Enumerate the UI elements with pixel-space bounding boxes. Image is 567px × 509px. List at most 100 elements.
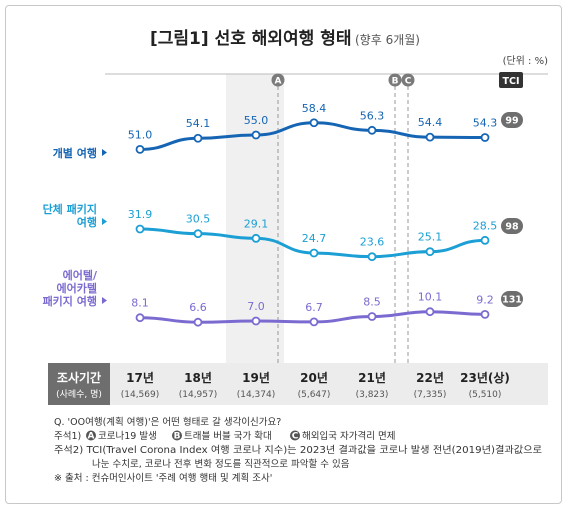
note-question: Q. 'OO여행(계획 여행)'은 어떤 형태로 갈 생각이신가요? xyxy=(54,416,281,428)
note-1-b: 트래블 버블 국가 확대 xyxy=(184,430,272,442)
data-point xyxy=(193,229,203,239)
note-1-prefix: 주석1) xyxy=(54,431,81,442)
tci-header: TCI xyxy=(499,72,523,88)
annotation-c: C xyxy=(401,73,415,363)
note-source: ※ 출처 : 컨슈머인사이트 '주례 여행 행태 및 계획 조사' xyxy=(54,472,272,484)
sample-size-label: (5,647) xyxy=(298,390,331,400)
note-c-badge xyxy=(290,430,300,441)
data-point xyxy=(480,133,490,142)
tci-value: 99 xyxy=(505,116,518,127)
data-point xyxy=(193,133,203,143)
series-name-label: 에어텔/에어카텔 패키지 여행 xyxy=(43,268,98,308)
axis-band xyxy=(48,363,548,405)
data-point xyxy=(309,118,319,128)
series-2: 31.9 30.5 29.1 24.7 23.6 25.1 28.5 단체 패키지 여행 98 xyxy=(43,202,523,262)
data-point xyxy=(367,252,377,262)
data-label: 6.7 xyxy=(305,301,323,314)
data-point xyxy=(480,309,490,319)
data-label: 51.0 xyxy=(128,128,153,141)
note-1-c: 해외입국 자가격리 면제 xyxy=(302,430,395,442)
data-label: 29.1 xyxy=(244,217,269,230)
tci-badge: 99 xyxy=(501,112,523,128)
data-point xyxy=(367,312,377,321)
x-tick-label: 19년 xyxy=(242,371,270,385)
notes: Q. 'OO여행(계획 여행)'은 어떤 형태로 갈 생각이신가요? 주석1) … xyxy=(54,416,542,484)
note-c-letter: C xyxy=(292,432,299,442)
note-a-badge xyxy=(86,430,96,441)
annotation-a: A xyxy=(271,73,285,363)
data-point xyxy=(251,130,261,140)
label-arrow xyxy=(102,149,107,156)
data-label: 9.2 xyxy=(476,293,494,306)
sample-size-label: (7,335) xyxy=(414,390,447,400)
annotation-letter: A xyxy=(275,77,282,87)
data-label: 6.6 xyxy=(189,301,207,314)
series-name-label: 개별 여행 xyxy=(53,146,97,160)
sample-size-label: (5,510) xyxy=(469,390,502,400)
data-label: 31.9 xyxy=(128,208,153,221)
series-3: 8.1 6.6 7.0 6.7 8.5 10.1 9.2 에어텔/에어카텔 패키지 여행 131 xyxy=(43,268,523,327)
highlight-column xyxy=(226,74,284,363)
unit-label: (단위 : %) xyxy=(503,54,549,67)
data-label: 10.1 xyxy=(418,291,443,304)
sample-size-label: (14,957) xyxy=(179,390,218,400)
x-tick-label: 21년 xyxy=(358,371,386,385)
data-point xyxy=(193,317,203,327)
data-label: 55.0 xyxy=(244,114,269,127)
survey-label-box xyxy=(48,363,110,405)
data-label: 28.5 xyxy=(473,219,498,232)
x-tick-label: 17년 xyxy=(126,371,154,385)
data-point xyxy=(135,224,145,234)
note-2-line2: 나눈 수치로, 코로나 전후 변화 정도를 직관적으로 파악할 수 있음 xyxy=(92,458,350,470)
x-tick-label: 22년 xyxy=(416,371,444,385)
note-2-line1: 주석2) TCI(Travel Corona Index 여행 코로나 지수)는… xyxy=(54,444,542,456)
tci-badge: 98 xyxy=(501,218,523,234)
label-arrow xyxy=(102,297,107,304)
chart-subtitle: (향후 6개월) xyxy=(355,33,420,47)
data-label: 58.4 xyxy=(302,102,327,115)
tci-value: 98 xyxy=(505,222,519,233)
data-point xyxy=(251,233,261,243)
series-1: 51.0 54.1 55.0 58.4 56.3 54.4 54.3 개별 여행 99 xyxy=(53,102,523,160)
data-label: 23.6 xyxy=(360,236,385,249)
x-tick-label: 20년 xyxy=(300,371,328,385)
x-tick-label: 18년 xyxy=(184,371,212,385)
x-tick-label: 23년(상) xyxy=(460,370,510,385)
tci-header-label: TCI xyxy=(503,76,520,87)
survey-sublabel: (사례수, 명) xyxy=(56,389,102,400)
data-label: 54.3 xyxy=(473,117,498,130)
note-b-letter: B xyxy=(174,432,181,442)
data-label: 8.1 xyxy=(131,297,149,310)
series-name-label: 단체 패키지 여행 xyxy=(43,202,97,229)
data-point xyxy=(480,235,490,245)
sample-size-label: (14,374) xyxy=(237,390,276,400)
label-arrow xyxy=(102,218,107,225)
annotation-letter: C xyxy=(405,77,412,87)
sample-size-label: (14,569) xyxy=(121,390,160,400)
data-label: 24.7 xyxy=(302,232,327,245)
data-label: 7.0 xyxy=(247,300,265,313)
survey-label: 조사기간 xyxy=(57,370,101,385)
data-label: 30.5 xyxy=(186,213,211,226)
data-point xyxy=(367,125,377,135)
data-label: 56.3 xyxy=(360,109,385,122)
data-label: 8.5 xyxy=(363,296,381,309)
data-point xyxy=(309,248,319,258)
tci-value: 131 xyxy=(502,295,522,306)
data-point xyxy=(251,316,261,326)
data-point xyxy=(425,307,435,317)
note-1-a: 코로나19 발생 xyxy=(98,431,157,442)
data-point xyxy=(135,144,145,154)
data-point xyxy=(309,317,319,327)
data-label: 54.4 xyxy=(418,116,443,129)
data-point xyxy=(425,132,435,142)
note-b-badge xyxy=(172,430,182,441)
chart-title: [그림1] 선호 해외여행 형태 xyxy=(150,28,352,49)
sample-size-label: (3,823) xyxy=(356,390,389,400)
annotation-b: B xyxy=(388,73,402,363)
note-a-letter: A xyxy=(88,432,95,442)
x-axis: 17년 (14,569) 18년 (14,957) 19년 (14,374) 20년 (5,6… xyxy=(121,370,510,400)
data-label: 54.1 xyxy=(186,117,211,130)
